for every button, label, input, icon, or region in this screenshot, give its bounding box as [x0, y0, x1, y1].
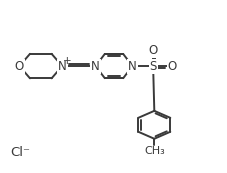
Text: S: S: [149, 60, 156, 72]
Text: +: +: [63, 56, 71, 66]
Text: O: O: [15, 60, 24, 72]
Text: O: O: [167, 60, 176, 72]
Text: O: O: [148, 44, 157, 57]
Text: N: N: [91, 60, 99, 72]
Text: Cl⁻: Cl⁻: [10, 146, 30, 159]
Text: N: N: [58, 60, 66, 72]
Text: N: N: [128, 60, 136, 72]
Text: CH₃: CH₃: [143, 145, 164, 156]
